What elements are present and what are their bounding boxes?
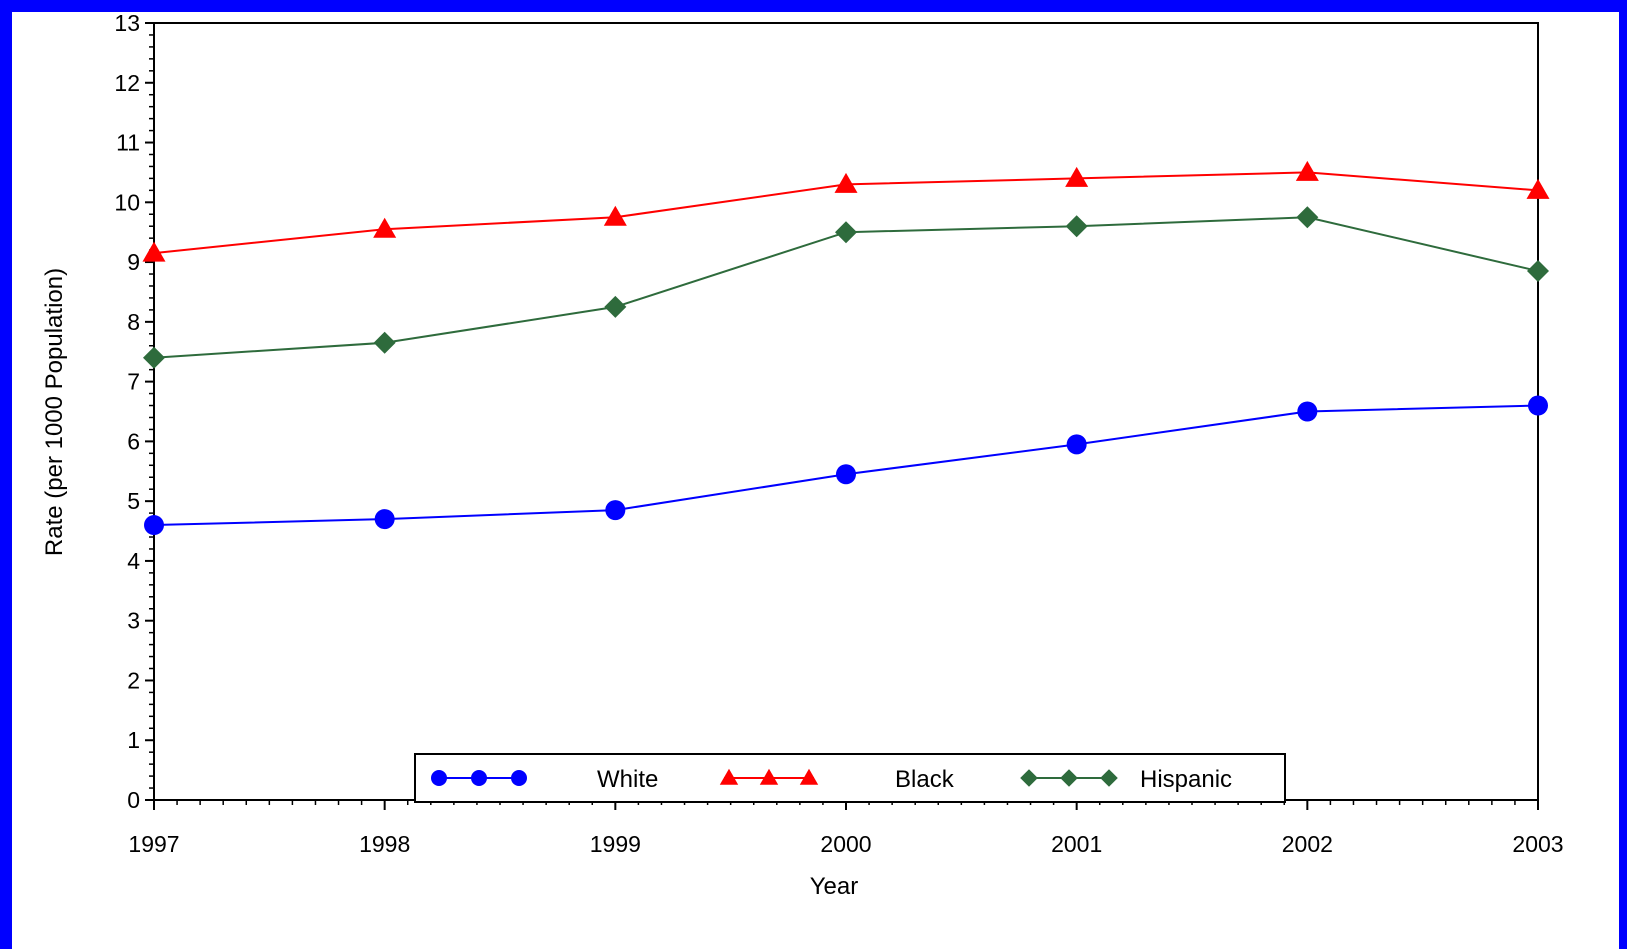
- y-axis-title: Rate (per 1000 Population): [41, 268, 68, 556]
- data-point-white: [605, 500, 626, 521]
- y-tick-label: 0: [127, 787, 140, 813]
- legend-marker-hispanic: [1100, 769, 1118, 787]
- legend: White Black Hispanic: [414, 753, 1286, 803]
- legend-marker-white: [511, 770, 527, 786]
- legend-label-white: White: [597, 766, 658, 793]
- x-axis-title: Year: [810, 873, 859, 900]
- data-point-black: [1065, 166, 1089, 187]
- legend-marker-black: [759, 768, 779, 785]
- data-point-white: [1528, 395, 1548, 416]
- data-point-hispanic: [1527, 260, 1549, 283]
- data-point-white: [1297, 401, 1318, 422]
- data-point-hispanic: [1065, 215, 1088, 238]
- series-black: [142, 160, 1550, 262]
- data-point-black: [373, 217, 397, 238]
- data-point-black: [834, 172, 858, 193]
- legend-label-hispanic: Hispanic: [1140, 766, 1232, 793]
- legend-marker-white: [431, 770, 447, 786]
- data-point-black: [1295, 160, 1319, 181]
- y-tick-label: 2: [127, 667, 140, 693]
- data-point-hispanic: [143, 346, 165, 369]
- y-tick-label: 8: [127, 309, 140, 335]
- y-tick-label: 7: [127, 369, 140, 395]
- x-tick-label: 2002: [1282, 831, 1333, 857]
- y-tick-label: 9: [127, 249, 140, 275]
- data-point-hispanic: [1296, 206, 1319, 229]
- y-tick-label: 10: [114, 189, 140, 215]
- data-point-hispanic: [835, 221, 857, 244]
- series-white: [144, 395, 1548, 536]
- y-tick-label: 12: [114, 70, 140, 96]
- data-point-black: [142, 241, 166, 262]
- x-tick-label: 1997: [128, 831, 179, 857]
- data-point-hispanic: [604, 295, 627, 318]
- y-tick-label: 4: [127, 548, 140, 574]
- x-tick-label: 2001: [1051, 831, 1102, 857]
- y-tick-label: 5: [127, 488, 140, 514]
- x-tick-label: 2000: [820, 831, 871, 857]
- chart-frame: 0 1 2 3 4 5 6 7 8 9 10 11 12 13 1997 1998 1999 2000 2001 20…: [12, 12, 1619, 949]
- legend-marker-hispanic: [1060, 769, 1078, 787]
- legend-box: [414, 753, 1286, 803]
- y-tick-label: 3: [127, 608, 140, 634]
- y-tick-label: 13: [114, 12, 140, 36]
- data-point-white: [836, 464, 856, 485]
- data-point-white: [374, 509, 395, 530]
- y-tick-label: 1: [127, 727, 140, 753]
- data-point-white: [1066, 434, 1087, 455]
- y-tick-label: 6: [127, 428, 140, 454]
- series-layer: [142, 160, 1550, 536]
- x-tick-label: 1999: [590, 831, 641, 857]
- legend-marker-black: [799, 768, 819, 785]
- legend-label-black: Black: [895, 766, 955, 793]
- x-tick-label: 1998: [359, 831, 410, 857]
- data-point-hispanic: [373, 331, 396, 354]
- series-hispanic: [143, 206, 1549, 369]
- y-tick-label: 11: [116, 130, 140, 156]
- data-point-black: [603, 205, 627, 226]
- data-point-black: [1526, 178, 1550, 199]
- x-tick-label: 2003: [1512, 831, 1563, 857]
- data-point-white: [144, 515, 164, 536]
- legend-marker-black: [719, 768, 739, 785]
- legend-marker-white: [471, 770, 487, 786]
